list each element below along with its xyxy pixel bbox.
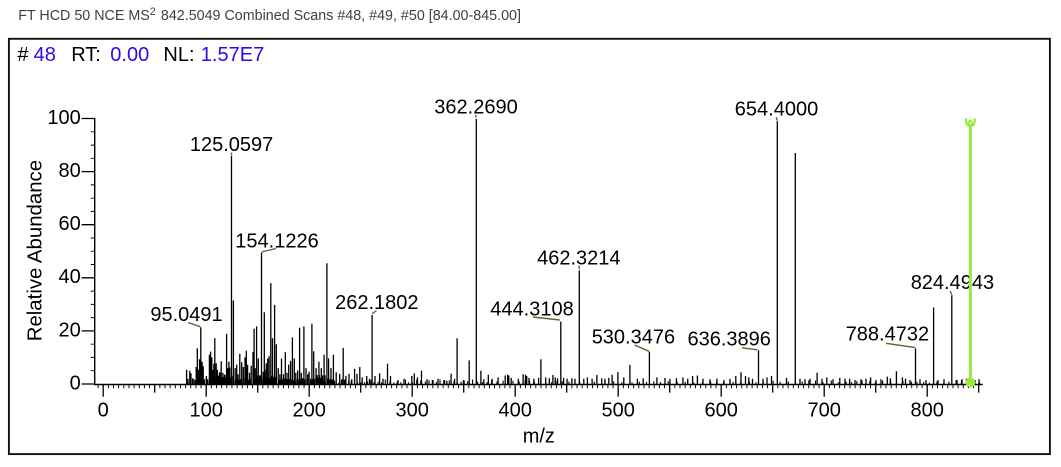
svg-text:700: 700	[808, 400, 841, 422]
svg-text:0: 0	[70, 372, 81, 394]
svg-text:#: #	[17, 44, 29, 66]
svg-text:40: 40	[59, 266, 81, 288]
svg-text:400: 400	[499, 400, 532, 422]
svg-text:530.3476: 530.3476	[592, 326, 675, 348]
svg-text:636.3896: 636.3896	[687, 329, 770, 351]
svg-text:262.1802: 262.1802	[335, 292, 418, 314]
svg-text:100: 100	[190, 400, 223, 422]
svg-text:48: 48	[34, 44, 56, 66]
svg-text:800: 800	[911, 400, 944, 422]
svg-text:80: 80	[59, 160, 81, 182]
svg-text:0.00: 0.00	[110, 44, 149, 66]
svg-text:1.57E7: 1.57E7	[201, 44, 264, 66]
svg-text:462.3214: 462.3214	[537, 247, 620, 269]
svg-text:200: 200	[293, 400, 326, 422]
svg-text:60: 60	[59, 213, 81, 235]
svg-text:600: 600	[705, 400, 738, 422]
svg-text:100: 100	[47, 107, 80, 129]
svg-text:300: 300	[396, 400, 429, 422]
svg-text:154.1226: 154.1226	[235, 230, 318, 252]
svg-text:362.2690: 362.2690	[434, 96, 517, 118]
svg-text:125.0597: 125.0597	[190, 134, 273, 156]
svg-text:FT HCD 50 NCE MS2 842.5049 Co: FT HCD 50 NCE MS2 842.5049 Combined Scan…	[18, 6, 521, 24]
svg-text:RT:: RT:	[71, 44, 101, 66]
svg-text:824.4943: 824.4943	[911, 272, 994, 294]
svg-text:0: 0	[98, 400, 109, 422]
svg-text:788.4732: 788.4732	[846, 323, 929, 345]
svg-text:95.0491: 95.0491	[150, 304, 222, 326]
svg-text:m/z: m/z	[523, 425, 555, 447]
svg-text:NL:: NL:	[163, 44, 194, 66]
svg-text:20: 20	[59, 319, 81, 341]
svg-text:444.3108: 444.3108	[490, 298, 573, 320]
svg-text:Relative Abundance: Relative Abundance	[24, 160, 46, 341]
svg-text:654.4000: 654.4000	[735, 99, 818, 121]
svg-text:500: 500	[602, 400, 635, 422]
